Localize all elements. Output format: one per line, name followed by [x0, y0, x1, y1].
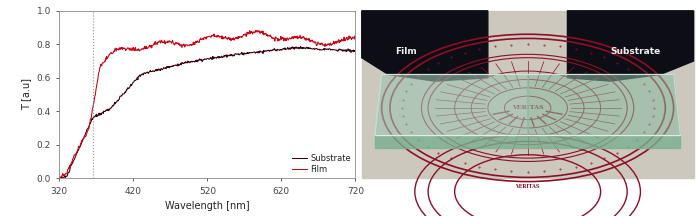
Film	[108, 52, 116, 55]
Substrate	[230, 55, 238, 57]
Text: Substrate: Substrate	[610, 47, 660, 56]
Substrate	[279, 48, 287, 50]
Legend: Substrate, Film: Substrate, Film	[292, 154, 351, 174]
Line: Substrate: Substrate	[59, 46, 355, 178]
Film	[230, 39, 238, 41]
Substrate	[55, 176, 63, 179]
Film	[55, 176, 63, 179]
X-axis label: Wavelength [nm]: Wavelength [nm]	[165, 201, 250, 211]
Film	[132, 48, 140, 51]
Substrate	[132, 78, 140, 81]
Text: VERITAS: VERITAS	[515, 184, 540, 189]
Text: Film: Film	[395, 47, 417, 56]
Text: VERITAS: VERITAS	[512, 105, 544, 110]
Polygon shape	[567, 11, 694, 81]
Film	[56, 177, 64, 179]
Polygon shape	[375, 74, 528, 135]
Substrate	[351, 49, 360, 51]
Film	[351, 37, 360, 39]
Polygon shape	[362, 11, 488, 81]
Substrate	[296, 45, 305, 48]
Film	[279, 37, 287, 39]
Film	[190, 43, 198, 46]
Y-axis label: T [a.u]: T [a.u]	[21, 78, 31, 111]
Substrate	[108, 105, 116, 107]
Film	[253, 29, 261, 32]
Line: Film: Film	[59, 30, 355, 178]
Polygon shape	[528, 74, 680, 135]
Film	[254, 31, 262, 33]
Substrate	[254, 52, 262, 54]
Substrate	[190, 60, 198, 63]
Polygon shape	[375, 135, 680, 148]
Substrate	[56, 177, 64, 179]
